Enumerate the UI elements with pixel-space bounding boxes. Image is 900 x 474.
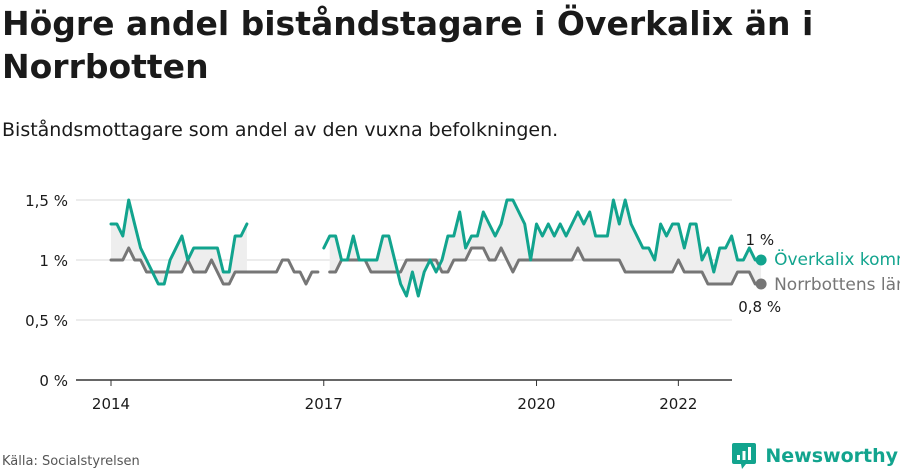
x-tick-label: 2014 bbox=[92, 395, 130, 413]
series-lines bbox=[109, 198, 767, 298]
chart-labels: 0 % 0,5 % 1 % 1,5 % 2014 2017 2020 2022 Överkali… bbox=[25, 192, 900, 413]
chart-title: Högre andel biståndstagare i Överkalix ä… bbox=[2, 4, 814, 86]
x-tick-label: 2020 bbox=[517, 395, 555, 413]
series-label-overkalix-kommun: Överkalix kommun bbox=[774, 248, 900, 270]
newsworthy-logo-icon bbox=[732, 443, 757, 469]
chart-subtitle: Biståndsmottagare som andel av den vuxna… bbox=[2, 119, 559, 141]
y-tick-label: 0,5 % bbox=[25, 312, 68, 330]
source-note: Källa: Socialstyrelsen bbox=[2, 454, 140, 469]
series-label-norrbottens-lan: Norrbottens län bbox=[774, 275, 900, 295]
x-tick-label: 2022 bbox=[659, 395, 697, 413]
end-point-norrbottens-lan bbox=[755, 278, 767, 290]
difference-area-segment bbox=[329, 200, 762, 296]
brand-name: Newsworthy bbox=[765, 445, 898, 467]
y-tick-label: 1,5 % bbox=[25, 192, 68, 210]
end-point-overkalix-kommun bbox=[755, 254, 767, 266]
end-value-label-norrbottens-lan: 0,8 % bbox=[738, 298, 781, 316]
x-axis bbox=[110, 380, 679, 386]
brand-logo[interactable]: Newsworthy bbox=[731, 441, 898, 471]
y-tick-label: 1 % bbox=[39, 252, 68, 270]
series-line-norrbottens-lan bbox=[109, 246, 763, 286]
x-tick-label: 2017 bbox=[305, 395, 343, 413]
end-value-label-overkalix-kommun: 1 % bbox=[746, 231, 775, 249]
y-tick-label: 0 % bbox=[39, 372, 68, 390]
series-line-overkalix-kommun bbox=[109, 198, 763, 298]
